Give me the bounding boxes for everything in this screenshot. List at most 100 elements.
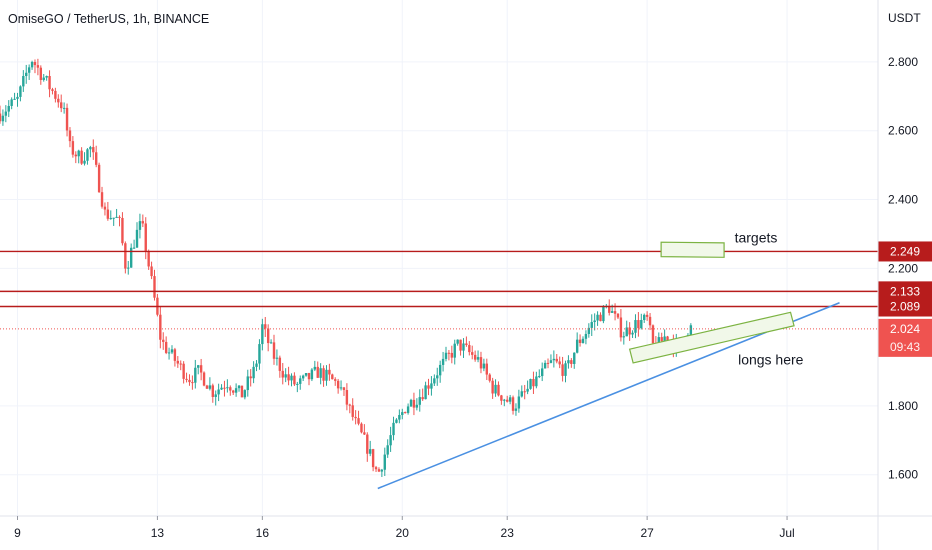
candle-body <box>491 380 494 394</box>
candle-body <box>1 115 5 122</box>
candle-body <box>45 75 48 78</box>
candle-body <box>307 373 311 380</box>
candle-body <box>637 320 640 329</box>
candle-body <box>351 405 354 417</box>
candle-body <box>450 352 454 358</box>
candle-body <box>129 247 133 268</box>
targets-annotation: targets <box>735 230 778 246</box>
candles <box>0 58 693 477</box>
candle-body <box>71 141 75 155</box>
candle-body <box>567 360 570 364</box>
candle-body <box>348 404 352 406</box>
candle-body <box>205 385 209 389</box>
candle-body <box>68 130 72 142</box>
candle-body <box>552 358 556 361</box>
candle-body <box>159 314 162 340</box>
current-price-label: 2.024 <box>890 322 920 336</box>
candle-body <box>427 385 430 389</box>
candle-body <box>94 152 98 165</box>
candle-body <box>366 434 369 454</box>
candle-body <box>462 343 465 351</box>
candle-body <box>97 164 101 193</box>
longs-annotation: longs here <box>738 352 804 368</box>
candle-body <box>19 86 22 97</box>
candle-body <box>109 218 112 220</box>
candle-body <box>625 327 628 337</box>
candle-body <box>150 266 153 277</box>
candle-body <box>383 454 386 470</box>
candle-body <box>593 320 596 323</box>
candle-body <box>401 412 404 416</box>
candle-body <box>138 221 142 230</box>
candle-body <box>118 216 121 218</box>
candle-body <box>334 379 337 381</box>
trend-line <box>377 301 840 490</box>
level-label: 2.089 <box>890 300 920 314</box>
countdown-label: 09:43 <box>890 340 920 354</box>
candle-body <box>386 445 389 455</box>
candle-body <box>275 357 279 359</box>
candle-body <box>497 384 500 396</box>
candle-body <box>511 397 515 411</box>
candle-body <box>7 105 10 112</box>
candle-body <box>634 320 637 333</box>
candle-body <box>645 314 649 317</box>
candle-body <box>313 366 317 370</box>
horizontal-levels: 2.249 2.133 2.089 2.024 09:43 <box>0 241 932 357</box>
longs-box <box>628 311 795 364</box>
candle-body <box>51 89 54 91</box>
candle-body <box>80 150 83 164</box>
candle-body <box>663 336 666 342</box>
candle-body <box>258 344 261 364</box>
candle-body <box>243 390 247 398</box>
candle-body <box>278 357 282 371</box>
candle-body <box>549 360 553 363</box>
candle-body <box>127 267 130 269</box>
candle-body <box>354 416 357 419</box>
candle-body <box>488 374 491 381</box>
candle-body <box>523 391 526 393</box>
candle-body <box>121 217 124 244</box>
candle-body <box>602 306 605 322</box>
candle-body <box>30 61 34 68</box>
candle-body <box>27 67 31 73</box>
candle-body <box>345 390 349 405</box>
candle-body <box>10 99 13 106</box>
x-tick-label: 9 <box>14 526 21 540</box>
candle-body <box>197 365 200 368</box>
candle-body <box>86 149 89 161</box>
candle-body <box>22 76 25 87</box>
candle-body <box>476 357 480 360</box>
candle-body <box>74 154 77 157</box>
candle-body <box>13 98 16 100</box>
candle-body <box>581 338 585 343</box>
current-price-badge <box>878 318 932 357</box>
candle-body <box>296 383 299 385</box>
candle-body <box>535 376 538 387</box>
candle-body <box>57 98 60 103</box>
candle-body <box>482 363 486 369</box>
candle-body <box>648 316 652 326</box>
candle-body <box>179 363 182 365</box>
candle-body <box>532 378 535 387</box>
candle-body <box>62 107 66 109</box>
candle-body <box>424 385 427 400</box>
candle-body <box>529 378 532 389</box>
candle-body <box>39 67 43 80</box>
chart-title: OmiseGO / TetherUS, 1h, BINANCE <box>8 12 209 26</box>
candle-body <box>561 364 564 376</box>
candle-body <box>494 384 497 394</box>
candle-body <box>558 361 561 365</box>
x-tick-label: 13 <box>151 526 165 540</box>
candle-body <box>191 382 194 384</box>
candle-body <box>436 375 439 379</box>
candle-body <box>578 339 582 343</box>
candle-body <box>237 385 241 389</box>
level-badge <box>878 241 932 262</box>
candle-body <box>60 102 63 109</box>
y-tick-label: 1.600 <box>888 468 918 482</box>
candle-body <box>264 324 267 329</box>
candle-body <box>100 192 104 207</box>
